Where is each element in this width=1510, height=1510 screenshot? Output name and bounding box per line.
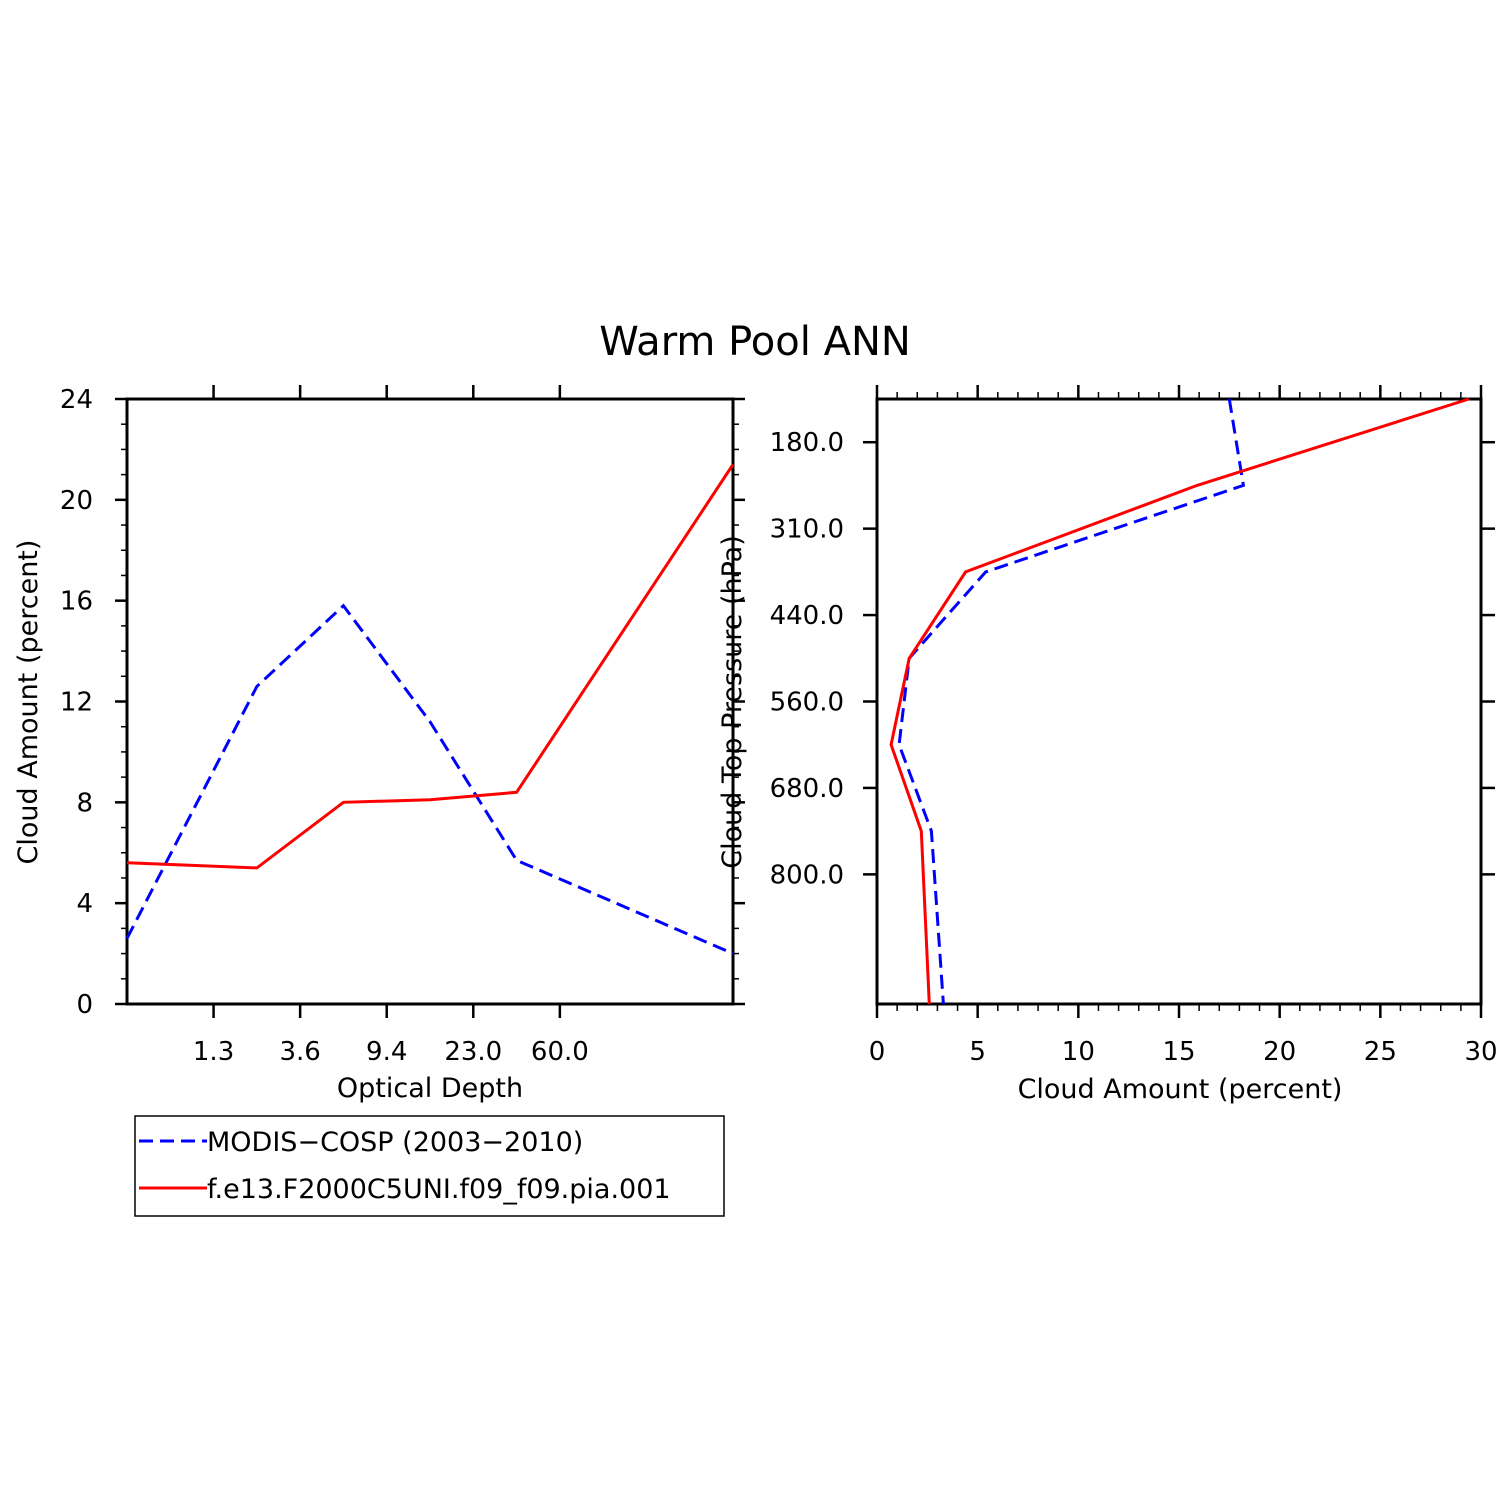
left-x-tick-label: 60.0 [531, 1037, 589, 1067]
left-y-tick-label: 0 [76, 990, 93, 1020]
right-panel-cloud-top-pressure: 0 5 10 15 20 25 30 180.0 310.0 440.0 560.0 680.0 800… [717, 385, 1498, 1105]
legend: MODIS−COSP (2003−2010) f.e13.F2000C5UNI.… [134, 1115, 725, 1217]
left-series-model [126, 463, 735, 870]
right-x-tick-label: 25 [1364, 1037, 1397, 1067]
left-y-tick-label: 12 [60, 688, 93, 718]
left-y-tick-label: 4 [76, 889, 93, 919]
right-y-tick-label: 560.0 [770, 688, 844, 718]
left-x-tick-label: 9.4 [366, 1037, 407, 1067]
right-y-tick-label: 180.0 [770, 428, 844, 458]
right-y-tick-label: 440.0 [770, 601, 844, 631]
right-major-ticks [863, 385, 1495, 1018]
right-series-obs [897, 398, 1246, 1005]
right-y-tick-label: 800.0 [770, 860, 844, 890]
left-major-ticks [115, 385, 745, 1018]
left-series-group [125, 463, 735, 955]
legend-label-model: f.e13.F2000C5UNI.f09_f09.pia.001 [207, 1174, 671, 1205]
right-plot-frame [875, 397, 1483, 1006]
right-x-tick-label: 30 [1464, 1037, 1497, 1067]
left-y-tick-label: 16 [60, 587, 93, 617]
left-x-tick-label: 3.6 [279, 1037, 320, 1067]
right-x-axis-label: Cloud Amount (percent) [1018, 1074, 1343, 1105]
left-x-axis-label: Optical Depth [337, 1073, 523, 1104]
right-x-tick-label: 0 [869, 1037, 886, 1067]
right-y-tick-label: 680.0 [770, 774, 844, 804]
left-tick-labels: 0 4 8 12 16 20 24 1.3 3.6 9.4 23.0 60.0 [60, 385, 589, 1067]
left-panel-optical-depth: 0 4 8 12 16 20 24 1.3 3.6 9.4 23.0 60.0 Optical Dep… [13, 385, 745, 1104]
left-y-tick-label: 24 [60, 385, 93, 415]
right-y-axis-label: Cloud Top Pressure (hPa) [717, 535, 748, 869]
right-series-model [889, 397, 1470, 1005]
right-minor-ticks [896, 392, 1462, 1011]
right-series-group [889, 397, 1470, 1005]
legend-label-obs: MODIS−COSP (2003−2010) [207, 1127, 583, 1158]
chart-title: Warm Pool ANN [599, 319, 911, 365]
right-y-tick-label: 310.0 [770, 515, 844, 545]
left-y-tick-label: 8 [76, 788, 93, 818]
right-x-tick-label: 5 [969, 1037, 986, 1067]
left-y-axis-label: Cloud Amount (percent) [13, 540, 44, 865]
left-x-tick-label: 1.3 [193, 1037, 234, 1067]
left-y-tick-label: 20 [60, 486, 93, 516]
right-tick-labels: 0 5 10 15 20 25 30 180.0 310.0 440.0 560.0 680.0 800… [770, 428, 1498, 1067]
left-minor-ticks [121, 423, 739, 980]
left-series-obs [125, 603, 734, 955]
right-x-tick-label: 10 [1062, 1037, 1095, 1067]
right-x-tick-label: 20 [1263, 1037, 1296, 1067]
left-x-tick-label: 23.0 [444, 1037, 502, 1067]
legend-box [134, 1115, 725, 1217]
right-x-tick-label: 15 [1162, 1037, 1195, 1067]
